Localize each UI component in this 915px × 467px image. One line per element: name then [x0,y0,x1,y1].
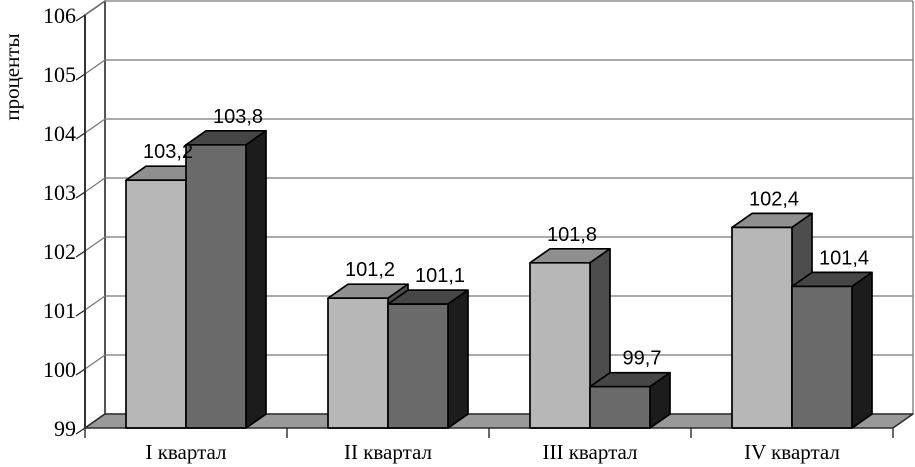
bar-s2-c3-front [589,385,651,429]
y-tick-101 [75,309,86,317]
y-axis-title: проценты [0,33,24,121]
wall-gridline-104 [84,118,106,134]
category-label-3: III квартал [542,440,637,464]
value-label-s1-c4: 102,4 [749,188,799,210]
wall-gridline-100 [84,354,106,370]
category-label-2: II квартал [344,440,432,464]
bar-s2-c2-front [387,303,449,429]
value-label-s1-c1: 103,2 [143,141,193,163]
value-label-s2-c4: 101,4 [819,247,869,269]
value-label-s2-c3: 99,7 [623,348,662,370]
bar-s1-c4-front [731,226,793,429]
bar-s2-c1-side [245,129,267,429]
y-tick-label-101: 101 [43,298,76,323]
wall-gridline-102 [84,236,106,252]
value-label-s1-c2: 101,2 [345,259,395,281]
chart-wall [84,0,106,429]
wall-gridline-105 [84,59,106,75]
wall-gridline-101 [84,295,106,311]
y-tick-label-103: 103 [43,180,76,205]
y-tick-label-102: 102 [43,239,76,264]
y-tick-label-105: 105 [43,62,76,87]
value-label-s1-c3: 101,8 [547,224,597,246]
value-label-s2-c1: 103,8 [213,106,263,128]
y-tick-106 [75,14,86,22]
category-label-4: IV квартал [744,440,840,464]
y-tick-label-106: 106 [43,3,76,28]
y-tick-label-99: 99 [54,416,76,441]
bar-s1-c3-front [529,261,591,429]
bar-s2-c1-front [185,143,247,429]
bar-s2-c2-side [447,289,469,429]
wall-gridline-103 [84,177,106,193]
y-tick-label-100: 100 [43,357,76,382]
y-tick-100 [75,368,86,376]
bar-s2-c4-front [791,285,853,429]
y-tick-105 [75,73,86,81]
wall-gridline-106 [84,0,106,16]
category-label-1: I квартал [145,440,226,464]
bar-s2-c4-side [851,271,873,429]
y-tick-label-104: 104 [43,121,76,146]
y-tick-104 [75,132,86,140]
value-label-s2-c2: 101,1 [415,265,465,287]
bar-s1-c1-front [125,179,187,429]
y-tick-99 [75,427,86,435]
bar-s1-c2-front [327,297,389,429]
y-tick-102 [75,250,86,258]
y-tick-103 [75,191,86,199]
